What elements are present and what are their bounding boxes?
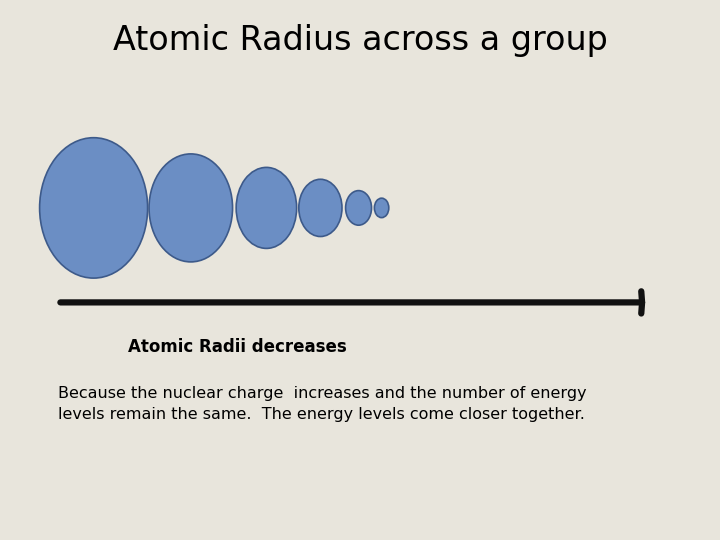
Text: Atomic Radius across a group: Atomic Radius across a group — [112, 24, 608, 57]
Ellipse shape — [346, 191, 372, 225]
Ellipse shape — [236, 167, 297, 248]
Ellipse shape — [149, 154, 233, 262]
Text: Atomic Radii decreases: Atomic Radii decreases — [128, 338, 347, 355]
Text: Because the nuclear charge  increases and the number of energy
levels remain the: Because the nuclear charge increases and… — [58, 386, 586, 422]
Ellipse shape — [374, 198, 389, 218]
Ellipse shape — [40, 138, 148, 278]
Ellipse shape — [299, 179, 342, 237]
